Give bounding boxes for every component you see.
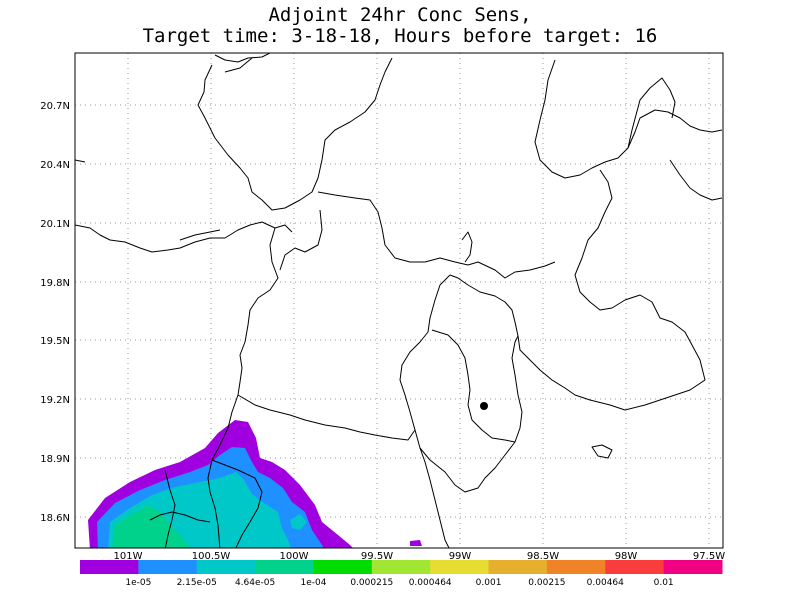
colorbar-label: 0.000464 — [409, 578, 452, 588]
border-south — [237, 394, 450, 548]
lon-tick-label: 101W — [114, 551, 143, 562]
lon-tick-label: 98.5W — [527, 551, 559, 562]
colorbar-label: 0.01 — [654, 578, 674, 588]
border-edomex — [399, 274, 523, 493]
border-cdmx — [431, 329, 516, 443]
colorbar-label: 4.64e-05 — [235, 578, 275, 588]
lat-tick-label: 20.7N — [40, 101, 70, 112]
border-east-small — [591, 444, 613, 459]
colorbar-label: 1e-04 — [300, 578, 326, 588]
colorbar-label: 1e-05 — [125, 578, 151, 588]
lat-tick-label: 18.6N — [40, 513, 70, 524]
colorbar-label: 0.001 — [476, 578, 502, 588]
colorbar-swatch — [605, 560, 665, 574]
colorbar-swatch — [546, 560, 606, 574]
colorbar-swatch — [663, 560, 723, 574]
contour-level-1b — [410, 540, 422, 546]
colorbar-swatch — [313, 560, 373, 574]
lon-tick-label: 98W — [615, 551, 638, 562]
chart-title-line2: Target time: 3-18-18, Hours before targe… — [143, 25, 658, 47]
colorbar-swatch — [255, 560, 314, 574]
lon-tick-label: 97.5W — [693, 551, 725, 562]
target-location-marker — [480, 402, 488, 410]
colorbar-label: 0.00215 — [528, 578, 565, 588]
border-west-upper — [197, 53, 393, 211]
lat-tick-label: 19.2N — [40, 395, 70, 406]
lat-tick-label: 19.8N — [40, 278, 70, 289]
chart-title-line1: Adjoint 24hr Conc Sens, — [268, 4, 531, 26]
lat-tick-label: 20.1N — [40, 219, 70, 230]
colorbar-swatch — [488, 560, 548, 574]
border-central-east — [449, 169, 706, 411]
map-plot-area — [74, 52, 724, 549]
grid-lines — [75, 53, 723, 548]
state-borders — [75, 53, 723, 548]
lat-tick-label: 18.9N — [40, 454, 70, 465]
colorbar-label: 0.000215 — [350, 578, 393, 588]
longitude-tick-labels: 101W 100.5W 100W 99.5W 99W 98.5W 98W 97.5W — [114, 551, 726, 562]
lon-tick-label: 100W — [280, 551, 309, 562]
contour-level-4 — [112, 505, 191, 548]
lat-tick-label: 20.4N — [40, 160, 70, 171]
lon-tick-label: 99.5W — [361, 551, 393, 562]
colorbar-swatch — [80, 560, 139, 574]
colorbar-swatch — [430, 560, 490, 574]
latitude-tick-labels: 20.7N 20.4N 20.1N 19.8N 19.5N 19.2N 18.9N 18.6N — [40, 101, 70, 524]
lat-tick-label: 19.5N — [40, 336, 70, 347]
border-lake-river — [75, 159, 473, 263]
border-southwest — [149, 459, 263, 548]
lon-tick-label: 99W — [449, 551, 472, 562]
border-north-center — [279, 209, 323, 271]
colorbar-label: 0.00464 — [587, 578, 624, 588]
colorbar-label: 2.15e-05 — [177, 578, 217, 588]
border-middle-north — [224, 57, 556, 279]
border-state-west — [75, 221, 293, 548]
colorbar-swatch — [138, 560, 198, 574]
contour-level-3b — [290, 514, 307, 530]
colorbar-swatch — [371, 560, 431, 574]
plot-frame — [74, 52, 724, 549]
border-north-east — [534, 59, 723, 201]
colorbar-swatch — [196, 560, 256, 574]
colorbar-labels: 1e-05 2.15e-05 4.64e-05 1e-04 0.000215 0.0004… — [125, 578, 673, 588]
colorbar — [80, 560, 723, 574]
lon-tick-label: 100.5W — [192, 551, 231, 562]
